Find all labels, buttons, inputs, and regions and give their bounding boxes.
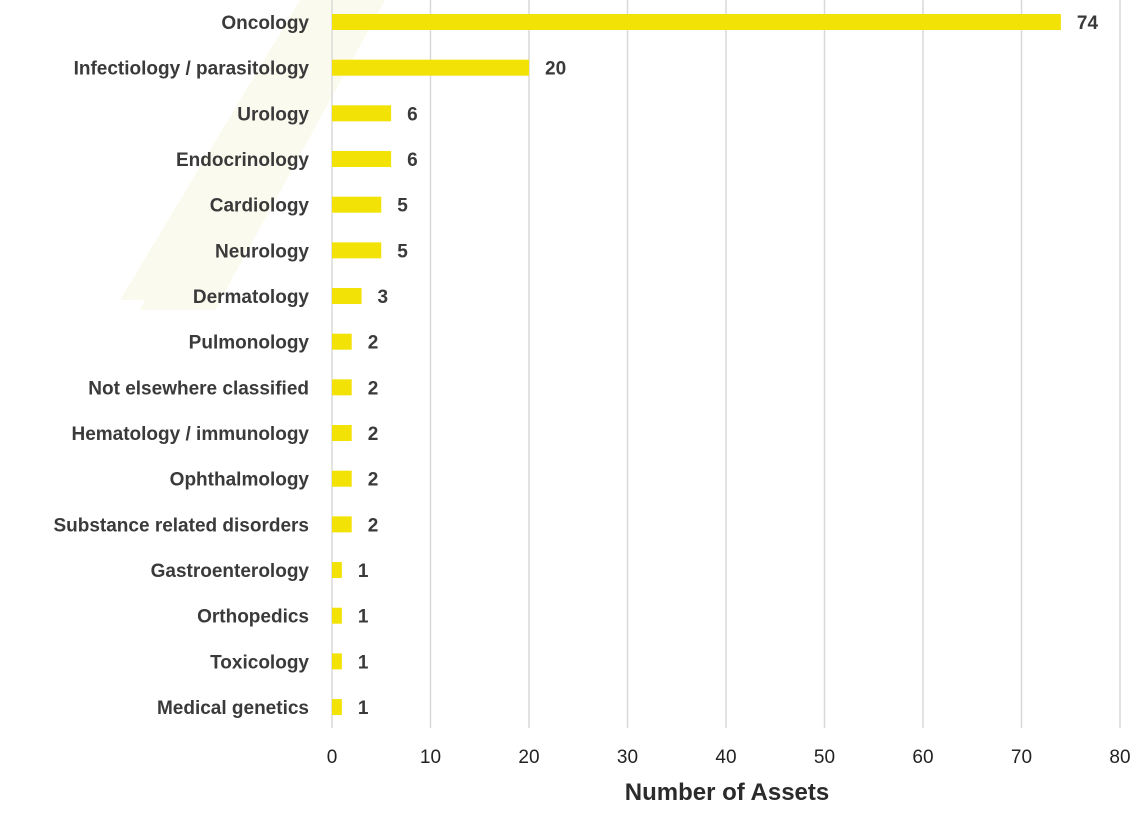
data-label: 3: [378, 287, 389, 308]
data-label: 2: [368, 470, 379, 491]
category-label: Toxicology: [210, 652, 309, 673]
bar: [332, 242, 382, 259]
data-label: 20: [545, 59, 566, 80]
background-watermark: [0, 0, 385, 310]
category-label: Medical genetics: [157, 698, 309, 719]
bar: [332, 14, 1061, 30]
bar: [332, 607, 342, 624]
x-tick-labels: 0 10 20 30 40 50 60 70 80: [327, 747, 1131, 768]
data-label: 1: [358, 652, 369, 673]
x-tick-label: 70: [1011, 747, 1032, 768]
category-label: Dermatology: [193, 287, 310, 308]
category-label: Hematology / immunology: [71, 424, 309, 445]
category-label: Gastroenterology: [151, 561, 310, 582]
bar: [332, 151, 392, 168]
bar: [332, 288, 362, 305]
data-label: 2: [368, 515, 379, 536]
watermark-diagonal: [140, 0, 385, 310]
data-label: 6: [407, 150, 418, 171]
data-label: 1: [358, 698, 369, 719]
bar: [332, 470, 352, 487]
x-tick-label: 0: [327, 747, 338, 768]
data-label: 5: [397, 196, 408, 217]
x-tick-label: 30: [617, 747, 638, 768]
bar: [332, 562, 342, 579]
x-tick-label: 80: [1109, 747, 1130, 768]
bar: [332, 379, 352, 396]
x-tick-label: 20: [518, 747, 539, 768]
category-label: Oncology: [221, 13, 309, 34]
x-tick-label: 40: [715, 747, 736, 768]
data-label: 2: [368, 378, 379, 399]
category-label: Urology: [237, 104, 309, 125]
data-label: 5: [397, 241, 408, 262]
data-label: 2: [368, 424, 379, 445]
category-label: Pulmonology: [189, 333, 310, 354]
data-labels: 74 20 6 6 5 5 3 2 2 2 2 2 1 1 1 1: [358, 13, 1099, 719]
x-tick-label: 60: [912, 747, 933, 768]
bar: [332, 59, 529, 76]
category-label: Infectiology / parasitology: [74, 59, 310, 80]
bar: [332, 699, 342, 716]
category-label: Cardiology: [210, 196, 310, 217]
category-label: Orthopedics: [197, 607, 309, 628]
bar: [332, 653, 342, 670]
x-tick-label: 10: [420, 747, 441, 768]
category-label: Endocrinology: [176, 150, 309, 171]
data-label: 6: [407, 104, 418, 125]
category-label: Not elsewhere classified: [88, 378, 309, 399]
category-label: Substance related disorders: [53, 515, 309, 536]
data-label: 1: [358, 561, 369, 582]
x-tick-label: 50: [814, 747, 835, 768]
bars: [332, 14, 1061, 716]
category-label: Neurology: [215, 241, 309, 262]
data-label: 2: [368, 333, 379, 354]
bar: [332, 105, 392, 122]
category-labels: Oncology Infectiology / parasitology Urolo…: [53, 13, 309, 719]
data-label: 1: [358, 607, 369, 628]
x-axis-title: Number of Assets: [625, 779, 830, 806]
bar: [332, 425, 352, 442]
data-label: 74: [1077, 13, 1099, 34]
bar: [332, 196, 382, 213]
category-label: Ophthalmology: [170, 470, 310, 491]
gridlines: [331, 0, 1121, 728]
bar: [332, 516, 352, 533]
bar: [332, 333, 352, 350]
